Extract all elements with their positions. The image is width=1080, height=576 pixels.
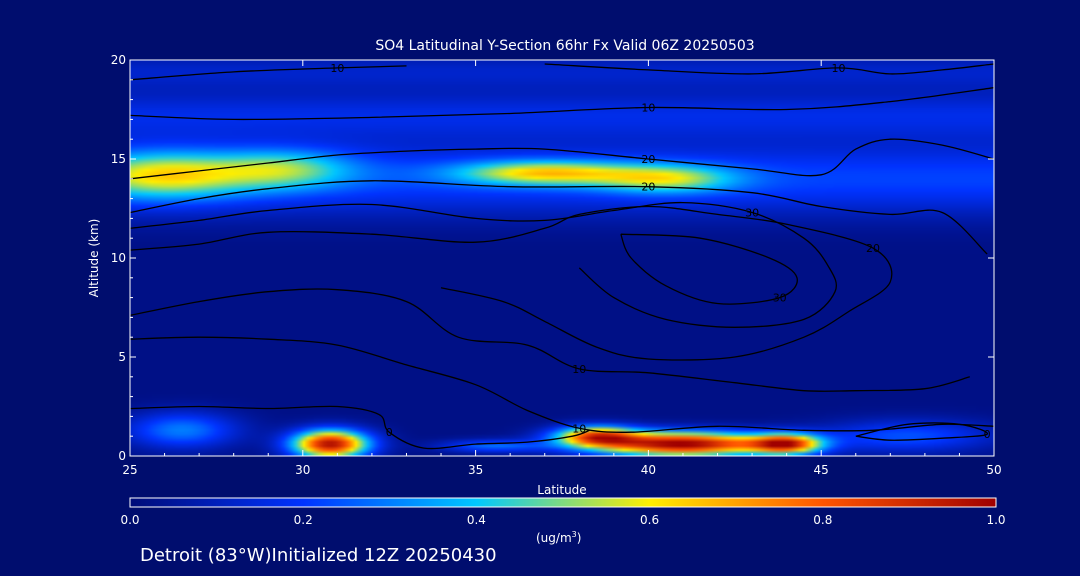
contour-line-10	[130, 405, 590, 450]
contour-label-5: 30	[745, 207, 759, 220]
contour-line-9	[130, 336, 994, 433]
colorbar-tick-label-2: 0.4	[467, 513, 486, 527]
colorbar-unit: (ug/m3)	[536, 530, 581, 545]
contour-label-3: 20	[641, 153, 655, 166]
y-tick-label-3: 15	[111, 152, 126, 166]
colorbar-gradient	[129, 497, 997, 508]
y-tick-label-2: 10	[111, 251, 126, 265]
contour-line-0	[130, 65, 407, 81]
contour-label-7: 20	[866, 242, 880, 255]
x-tick-label-5: 50	[986, 463, 1001, 477]
x-tick-label-4: 45	[814, 463, 829, 477]
colorbar-unit-base: (ug/m	[536, 531, 572, 545]
contour-line-1	[544, 63, 994, 75]
colorbar-tick-label-4: 0.8	[813, 513, 832, 527]
colorbar-tick-label-0: 0.0	[120, 513, 139, 527]
y-tick-label-4: 20	[111, 53, 126, 67]
x-axis: 25 30 35 40 45 50	[122, 60, 1002, 477]
y-tick-label-1: 5	[118, 350, 126, 364]
colorbar-tick-label-5: 1.0	[986, 513, 1005, 527]
plot-area: 10 10 10 20 20 30 30 20 10 10 0 0	[129, 59, 995, 457]
contour-label-10: 0	[386, 426, 393, 439]
colorbar-unit-exp: 3	[572, 530, 577, 539]
y-tick-label-0: 0	[118, 449, 126, 463]
contour-line-2	[130, 87, 994, 121]
x-tick-label-1: 30	[295, 463, 310, 477]
contour-line-8	[130, 288, 970, 393]
y-axis: 0 5 10 15 20	[111, 53, 994, 463]
contour-label-0: 10	[330, 62, 344, 75]
x-tick-label-2: 35	[468, 463, 483, 477]
contour-label-4: 20	[641, 181, 655, 194]
contour-label-1: 10	[832, 62, 846, 75]
colorbar-tick-label-3: 0.6	[640, 513, 659, 527]
footer-caption: Detroit (83°W)Initialized 12Z 20250430	[140, 545, 497, 566]
contour-layer: 10 10 10 20 20 30 30 20 10 10 0 0	[130, 62, 994, 450]
contour-line-11	[855, 422, 988, 441]
contour-line-5	[130, 201, 838, 328]
colorbar-unit-close: )	[577, 531, 582, 545]
x-axis-label: Latitude	[537, 483, 586, 497]
contour-line-6	[620, 233, 798, 305]
x-tick-label-3: 40	[641, 463, 656, 477]
colorbar-ticks: 0.0 0.2 0.4 0.6 0.8 1.0	[120, 513, 1005, 527]
x-tick-label-0: 25	[122, 463, 137, 477]
colorbar: 0.0 0.2 0.4 0.6 0.8 1.0 (ug/m3)	[120, 497, 1006, 545]
contour-label-11: 0	[984, 428, 991, 441]
contour-label-8: 10	[572, 363, 586, 376]
colorbar-tick-label-1: 0.2	[294, 513, 313, 527]
field-heatmap	[130, 60, 994, 456]
contour-label-6: 30	[773, 292, 787, 305]
y-axis-label: Altitude (km)	[87, 219, 101, 298]
contour-label-2: 10	[641, 102, 655, 115]
contour-label-9: 10	[572, 422, 586, 435]
contour-line-3	[130, 138, 994, 180]
contour-line-7	[130, 205, 893, 361]
contour-line-4	[130, 180, 988, 255]
chart-title: SO4 Latitudinal Y-Section 66hr Fx Valid …	[375, 38, 754, 54]
